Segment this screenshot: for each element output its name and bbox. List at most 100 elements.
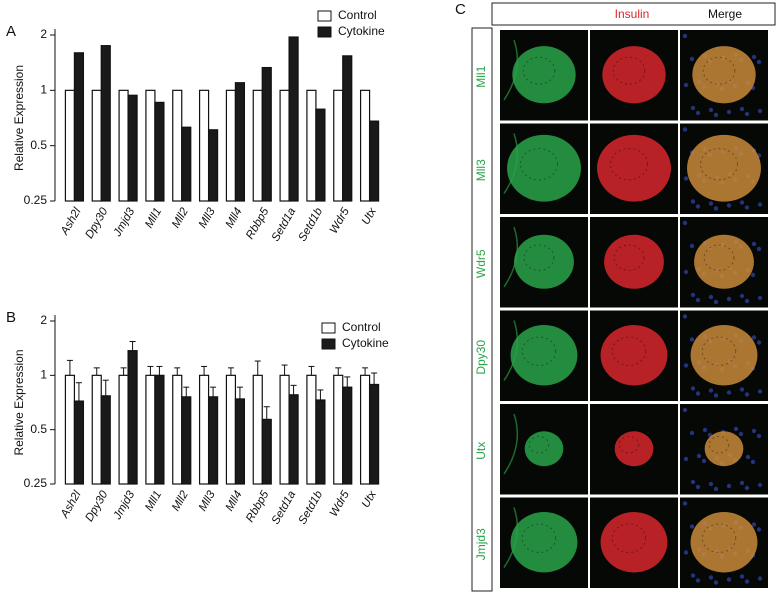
nucleus [726, 483, 732, 489]
error-bar [102, 379, 109, 396]
islet [510, 325, 578, 386]
nucleus [683, 363, 689, 368]
islet [512, 46, 576, 104]
error-bar [201, 365, 208, 376]
error-bar [281, 364, 288, 376]
bar [118, 374, 129, 485]
error-bar [290, 384, 297, 395]
nucleus [726, 390, 732, 395]
nucleus [683, 550, 689, 555]
bar [315, 399, 326, 485]
nucleus [757, 202, 763, 207]
islet-texture [521, 523, 557, 553]
nucleus [726, 109, 732, 115]
bar [288, 36, 299, 202]
nucleus [739, 480, 745, 486]
nucleus [695, 110, 701, 116]
x-tick-label: Setd1a [270, 489, 299, 527]
bar [279, 374, 290, 485]
error-bar [362, 367, 369, 376]
error-bar [371, 372, 378, 385]
islet [614, 431, 654, 467]
islet [704, 431, 744, 467]
error-bar [335, 367, 342, 376]
bar [333, 374, 344, 485]
islet-texture [703, 244, 735, 271]
legend-label: Control [338, 8, 377, 22]
bar [306, 89, 317, 202]
islet [690, 512, 758, 573]
vessel [503, 413, 519, 475]
bar [127, 350, 138, 485]
y-tick-label: 1 [40, 83, 47, 97]
nucleus [726, 296, 732, 302]
bar [181, 396, 192, 485]
bar [91, 89, 102, 202]
error-bar [156, 365, 163, 376]
nucleus [690, 105, 696, 111]
x-tick-label: Setd1b [297, 488, 326, 526]
bar [234, 82, 246, 202]
bar [118, 89, 129, 202]
error-bar [93, 367, 100, 376]
y-tick-label: 2 [40, 27, 47, 41]
nucleus [689, 524, 695, 529]
error-bar [308, 365, 315, 376]
x-tick-label: Utx [360, 488, 380, 510]
error-bar [147, 365, 154, 376]
nucleus [744, 392, 750, 397]
row-label: Dpy30 [474, 340, 488, 375]
x-tick-label: Dpy30 [83, 488, 110, 523]
nucleus [751, 54, 757, 60]
islet [687, 134, 761, 202]
bar [342, 55, 353, 202]
bar [172, 89, 183, 202]
error-bar [183, 386, 190, 397]
nucleus [702, 427, 708, 433]
islet [604, 234, 664, 289]
nucleus [683, 269, 689, 275]
bar [145, 374, 156, 485]
bar [359, 374, 371, 485]
nucleus [751, 335, 757, 340]
islet-texture [612, 56, 646, 85]
x-tick-label: Wdr5 [328, 206, 352, 236]
nucleus [713, 112, 719, 118]
x-tick-label: Mll3 [197, 488, 218, 513]
bar [91, 374, 102, 485]
nucleus [708, 575, 714, 580]
nucleus [744, 298, 750, 304]
error-bar [75, 382, 82, 402]
bar [368, 120, 380, 202]
nucleus [713, 206, 719, 211]
nucleus [713, 580, 719, 585]
panel-label: C [455, 1, 466, 18]
nucleus [689, 56, 695, 62]
nucleus [739, 293, 745, 299]
x-tick-label: Mll4 [224, 206, 245, 230]
nucleus [683, 456, 689, 462]
x-tick-label: Ash2l [58, 206, 83, 238]
nucleus [757, 295, 763, 301]
nucleus [756, 527, 762, 532]
nucleus [756, 246, 762, 252]
bar [100, 395, 111, 485]
x-tick-label: Mll1 [143, 206, 164, 230]
islet-texture [611, 336, 647, 366]
islet-texture [522, 56, 556, 85]
x-tick-label: Mll2 [170, 205, 191, 230]
nucleus [750, 272, 756, 278]
nucleus [744, 205, 750, 210]
x-tick-label: Jmjd3 [111, 206, 138, 240]
islet [694, 234, 754, 289]
x-tick-label: Jmjd3 [111, 489, 138, 523]
bar [261, 418, 272, 485]
y-tick-label: 2 [40, 313, 47, 327]
islet-texture [701, 336, 737, 366]
islet [597, 134, 671, 202]
nucleus [739, 106, 745, 112]
islet-texture [618, 436, 640, 454]
nucleus [695, 578, 701, 583]
nucleus [713, 486, 719, 492]
row-label: Mll3 [474, 159, 488, 181]
